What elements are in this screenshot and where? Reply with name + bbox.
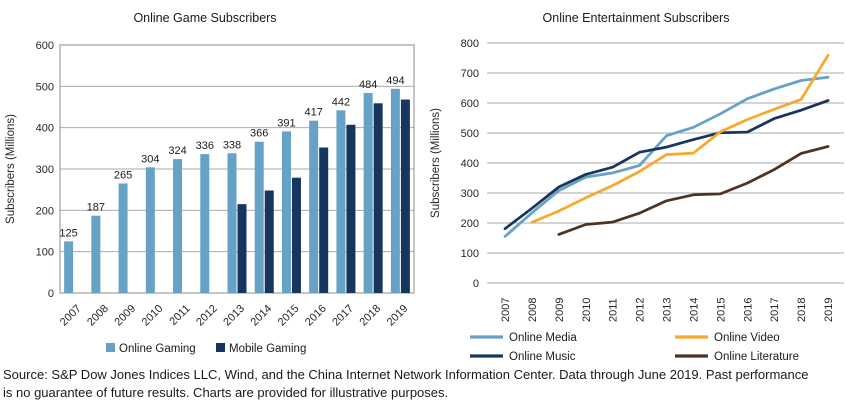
bar-value-label: 484 [359,79,377,91]
x-tick-label: 2012 [635,298,647,322]
bar-online-gaming-2017 [336,110,346,293]
y-tick-label: 400 [36,123,54,135]
x-tick-label: 2011 [608,298,620,322]
y-tick-label: 200 [461,218,479,230]
x-tick-label: 2007 [58,303,84,329]
bar-online-gaming-2009 [118,183,128,293]
bar-online-gaming-2018 [363,92,373,294]
x-tick-label: 2007 [500,298,512,322]
line-online-music [503,99,830,231]
y-tick-label: 400 [461,158,479,170]
bar-online-gaming-2013 [227,153,237,293]
x-tick-label: 2015 [715,298,727,322]
bar-value-label: 187 [87,202,105,214]
bar-online-gaming-2014 [254,141,264,293]
line-online-literature [557,145,830,236]
x-tick-label: 2016 [303,303,329,329]
y-tick-label: 300 [36,164,54,176]
bar-online-gaming-2007 [64,241,74,293]
x-tick-label: 2008 [85,303,111,329]
y-tick-label: 0 [473,278,479,290]
x-tick-label: 2018 [357,303,383,329]
bar-value-label: 125 [59,227,77,239]
bar-online-gaming-2008 [91,215,101,293]
bar-value-label: 324 [168,145,186,157]
y-tick-label: 700 [461,68,479,80]
y-tick-label: 600 [36,40,54,52]
bar-value-label: 494 [386,75,404,87]
y-tick-label: 300 [461,188,479,200]
bar-chart-online-game-subscribers: 0 100 200 300 400 500 600 125 2007 187 2008 265 2009… [5,11,415,355]
y-tick-label: 500 [36,81,54,93]
y-axis-label: Subscribers (Millions) [430,108,442,218]
y-tick-label: 500 [461,128,479,140]
x-tick-label: 2010 [581,298,593,322]
chart-title: Online Entertainment Subscribers [543,11,730,25]
source-note: Source: S&P Dow Jones Indices LLC, Wind,… [3,367,809,400]
line-online-media [503,75,830,238]
x-tick-label: 2012 [194,303,220,329]
bar-value-label: 417 [305,107,323,119]
x-tick-label: 2013 [221,303,247,329]
bar-online-gaming-2011 [173,159,183,293]
legend-label: Online Literature [714,351,799,362]
y-tick-label: 100 [461,248,479,260]
x-tick-label: 2015 [276,303,302,329]
legend-swatch-online-gaming [106,343,115,352]
bar-value-label: 442 [332,96,350,108]
line-chart-online-entertainment-subscribers: 0 100 200 300 400 500 600 700 800 2007 2008 2009 201… [430,11,844,362]
bar-online-gaming-2016 [309,120,319,293]
chart-title: Online Game Subscribers [133,11,276,25]
x-tick-label: 2010 [140,303,166,329]
x-tick-label: 2009 [112,303,138,329]
line-online-video [530,53,830,224]
bar-value-label: 366 [250,128,268,140]
x-tick-label: 2017 [769,298,781,322]
y-tick-label: 600 [461,98,479,110]
x-tick-label: 2019 [385,303,411,329]
bar-mobile-gaming-2016 [319,147,329,293]
bar-mobile-gaming-2018 [373,103,383,293]
x-tick-label: 2009 [554,298,566,322]
bar-online-gaming-2010 [145,167,155,293]
bar-mobile-gaming-2015 [291,177,301,293]
legend-swatch-mobile-gaming [216,343,225,352]
bar-value-label: 265 [114,169,132,181]
bar-value-label: 338 [223,139,241,151]
x-tick-label: 2018 [796,298,808,322]
x-tick-label: 2016 [742,298,754,322]
bar-value-label: 391 [277,117,295,129]
x-tick-label: 2013 [662,298,674,322]
legend-label: Online Video [714,332,780,344]
bar-mobile-gaming-2017 [346,124,356,293]
x-tick-label: 2008 [527,298,539,322]
bar-mobile-gaming-2014 [264,190,274,293]
x-tick-label: 2017 [330,303,356,329]
bar-mobile-gaming-2013 [237,204,247,293]
x-tick-label: 2014 [688,298,700,322]
bar-online-gaming-2015 [281,131,291,293]
x-tick-label: 2019 [823,298,835,322]
legend-label: Mobile Gaming [229,343,306,355]
y-tick-label: 100 [36,247,54,259]
legend-label: Online Media [509,332,577,344]
bar-online-gaming-2019 [390,88,400,294]
bar-value-label: 304 [141,153,159,165]
plot-border [59,44,415,294]
bar-value-label: 336 [196,140,214,152]
y-tick-label: 200 [36,205,54,217]
x-tick-label: 2011 [167,303,192,328]
y-tick-label: 800 [461,38,479,50]
legend-label: Online Gaming [119,343,196,355]
bar-online-gaming-2012 [200,154,210,293]
legend-label: Online Music [509,351,576,362]
y-axis-label: Subscribers (Millions) [5,114,17,224]
bar-mobile-gaming-2019 [400,99,410,293]
y-tick-label: 0 [48,288,54,300]
x-tick-label: 2014 [249,303,275,329]
